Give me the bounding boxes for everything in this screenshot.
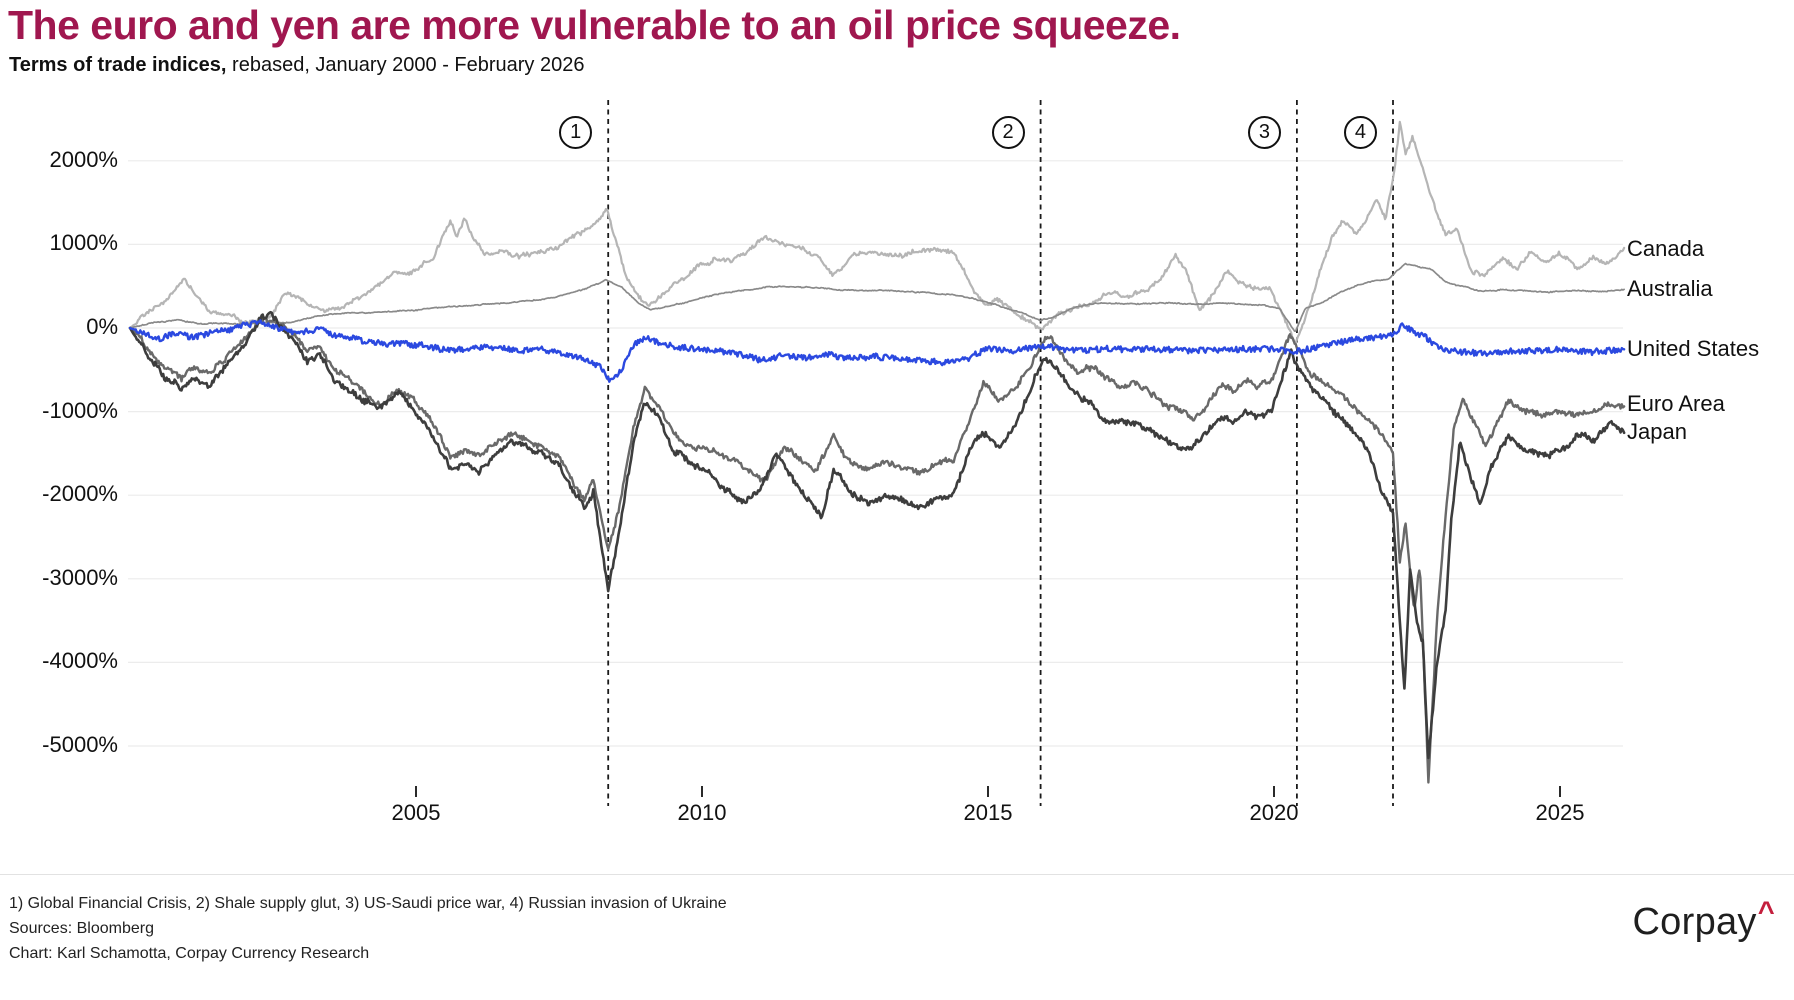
series-label-euro-area: Euro Area [1627,390,1725,416]
y-axis-label: 2000% [49,146,118,172]
series-line-japan [128,310,1626,760]
series-line-canada [128,120,1626,344]
chart-subtitle: Terms of trade indices, rebased, January… [9,54,584,77]
series-label-united-states: United States [1627,336,1760,362]
x-axis-label: 2025 [1535,800,1585,825]
y-axis-label: 0% [86,314,118,339]
y-axis-label: 1000% [49,230,118,256]
corpay-logo-text: Corpay [1632,901,1757,943]
event-marker-3: 3 [1247,116,1281,149]
footnote-sources: Sources: Bloomberg [9,920,154,937]
series-line-united-states [128,319,1626,383]
x-axis-label: 2010 [677,800,727,825]
series-line-euro-area [128,316,1626,784]
y-axis-label: -1000% [42,397,118,423]
event-marker-2: 2 [991,116,1025,149]
footnote-events: 1) Global Financial Crisis, 2) Shale sup… [9,895,727,912]
event-marker-1: 1 [559,116,593,149]
y-axis-label: -4000% [42,648,118,674]
series-line-australia [129,262,1625,333]
y-axis-label: -5000% [42,732,118,757]
footer-divider [0,874,1794,875]
corpay-logo: Corpay^ [1632,896,1774,944]
x-axis-label: 2020 [1249,800,1299,825]
y-axis-label: -2000% [42,481,118,507]
series-label-australia: Australia [1627,275,1713,301]
subtitle-lead: Terms of trade indices, [9,54,227,76]
series-label-canada: Canada [1627,236,1705,262]
x-axis-label: 2005 [391,800,441,825]
x-axis-label: 2015 [963,800,1013,825]
corpay-logo-caret-icon: ^ [1757,896,1775,928]
series-label-japan: Japan [1627,418,1687,444]
y-axis-label: -3000% [42,564,118,590]
event-marker-4: 4 [1343,116,1377,149]
footnote-credit: Chart: Karl Schamotta, Corpay Currency R… [9,945,370,962]
subtitle-rest: rebased, January 2000 - February 2026 [226,54,585,76]
footnotes: 1) Global Financial Crisis, 2) Shale sup… [9,891,727,966]
page-title: The euro and yen are more vulnerable to … [8,2,1181,48]
